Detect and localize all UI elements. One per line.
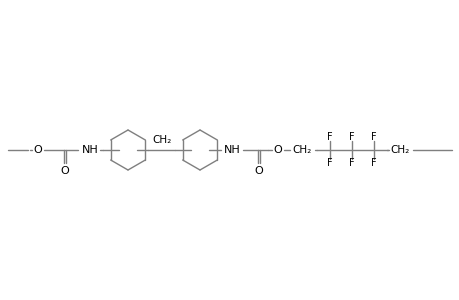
Text: F: F	[326, 158, 332, 168]
Text: NH: NH	[223, 145, 240, 155]
Text: O: O	[254, 166, 263, 176]
Text: F: F	[326, 132, 332, 142]
Text: CH₂: CH₂	[292, 145, 311, 155]
Text: F: F	[348, 158, 354, 168]
Text: O: O	[61, 166, 69, 176]
Text: CH₂: CH₂	[152, 135, 171, 145]
Text: F: F	[370, 132, 376, 142]
Text: F: F	[348, 132, 354, 142]
Text: NH: NH	[81, 145, 98, 155]
Text: O: O	[273, 145, 282, 155]
Text: F: F	[370, 158, 376, 168]
Text: CH₂: CH₂	[390, 145, 409, 155]
Text: O: O	[34, 145, 42, 155]
